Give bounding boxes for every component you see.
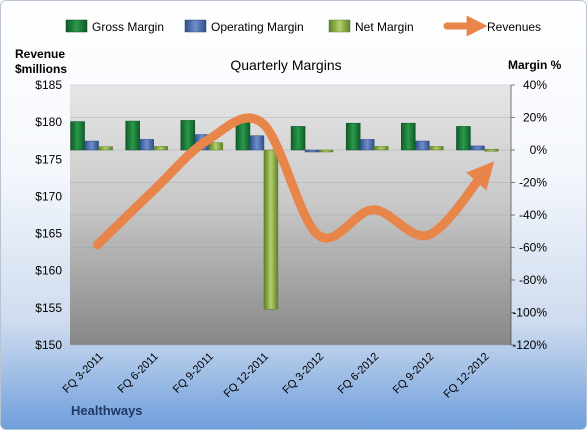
revenues-point <box>97 244 99 246</box>
bar-gross-margin <box>70 121 85 151</box>
y-right-axis-title: Margin % <box>508 58 562 72</box>
y-right-tick-label: -80% <box>519 273 547 287</box>
y-left-tick-label: $170 <box>35 189 62 203</box>
revenues-point <box>482 172 484 174</box>
bar-net-margin <box>153 146 168 151</box>
y-left-tick-label: $165 <box>35 227 62 241</box>
bar-net-margin <box>429 146 444 151</box>
legend-label-gross-margin: Gross Margin <box>92 20 164 34</box>
x-tick-label: FQ 12-2011 <box>222 351 271 400</box>
revenues-point <box>317 234 319 236</box>
y-right-tick-label: 20% <box>523 111 547 125</box>
revenues-line <box>93 113 495 250</box>
y-right-tick-label: -100% <box>512 306 547 320</box>
x-tick-labels: FQ 3-2011 FQ 6-2011 FQ 9-2011 FQ 12-2011 FQ … <box>61 351 492 401</box>
x-tick-label: FQ 6-2011 <box>116 351 161 396</box>
legend-item-net-margin: Net Margin <box>328 19 414 34</box>
x-tick-label: FQ 3-2011 <box>61 351 106 396</box>
legend-item-operating-margin: Operating Margin <box>184 19 304 34</box>
bar-net-margin <box>484 148 499 152</box>
bar-operating-margin <box>84 140 99 151</box>
y-right-tick-labels: 40% 20% 0% -20% -40% -60% -80% -100% -120% <box>510 78 548 352</box>
y-left-tick-label: $180 <box>35 115 62 129</box>
x-tick-label: FQ 3-2012 <box>281 351 327 397</box>
y-right-tick-label: 0% <box>530 143 548 157</box>
bar-net-margin <box>98 146 113 151</box>
bar-gross-margin <box>456 126 471 151</box>
y-left-tick-label: $160 <box>35 264 62 278</box>
legend-item-gross-margin: Gross Margin <box>65 19 164 34</box>
legend-label-net-margin: Net Margin <box>355 20 414 34</box>
y-right-tick-label: -120% <box>512 338 547 352</box>
legend-item-revenues: Revenues <box>443 15 541 37</box>
bar-operating-margin <box>304 149 320 153</box>
legend: Gross Margin Operating Margin Net Margin… <box>65 15 541 37</box>
bar-operating-margin <box>249 135 265 151</box>
revenues-point <box>372 209 374 211</box>
x-tick-label: FQ 12-2012 <box>442 351 492 401</box>
legend-swatch-net-margin <box>328 19 351 33</box>
revenues-point <box>427 234 429 236</box>
company-name: Healthways <box>71 403 143 418</box>
y-right-tick-label: -60% <box>519 241 547 255</box>
y-left-axis-title-line1: Revenue <box>15 47 65 61</box>
y-left-tick-labels: $185 $180 $175 $170 $165 $160 $155 $150 <box>35 78 62 352</box>
y-right-tick-label: -40% <box>519 208 547 222</box>
x-tick-label: FQ 6-2012 <box>336 351 382 397</box>
bar-net-margin <box>208 142 224 151</box>
x-tick-label: FQ 9-2012 <box>391 351 437 397</box>
bar-net-margin <box>263 149 279 310</box>
chart-title: Quarterly Margins <box>230 57 341 73</box>
y-left-tick-label: $175 <box>35 152 62 166</box>
bar-gross-margin <box>125 120 140 151</box>
y-left-tick-label: $185 <box>35 78 62 92</box>
bar-operating-margin <box>415 140 430 151</box>
legend-label-revenues: Revenues <box>487 20 541 34</box>
legend-label-operating-margin: Operating Margin <box>211 20 304 34</box>
revenues-point <box>152 190 154 192</box>
y-left-tick-label: $150 <box>35 338 62 352</box>
bar-gross-margin <box>290 126 306 151</box>
legend-swatch-operating-margin <box>184 19 207 33</box>
bar-operating-margin <box>470 145 485 151</box>
bar-operating-margin <box>359 139 375 151</box>
bar-gross-margin <box>401 122 416 151</box>
legend-swatch-gross-margin <box>65 19 88 33</box>
y-left-axis-title-line2: $millions <box>15 62 67 76</box>
y-right-tick-label: 40% <box>523 78 547 92</box>
bar-operating-margin <box>139 139 154 151</box>
gridlines <box>70 84 511 346</box>
revenue-line-group <box>93 113 495 250</box>
revenues-point <box>262 123 264 125</box>
x-tick-label: FQ 9-2011 <box>171 351 216 396</box>
y-right-tick-label: -20% <box>519 176 547 190</box>
bar-gross-margin <box>345 122 361 151</box>
y-left-tick-label: $155 <box>35 301 62 315</box>
bar-gross-margin <box>180 120 196 151</box>
bar-net-margin <box>373 146 389 151</box>
bar-net-margin <box>318 149 334 153</box>
revenues-point <box>207 139 209 141</box>
